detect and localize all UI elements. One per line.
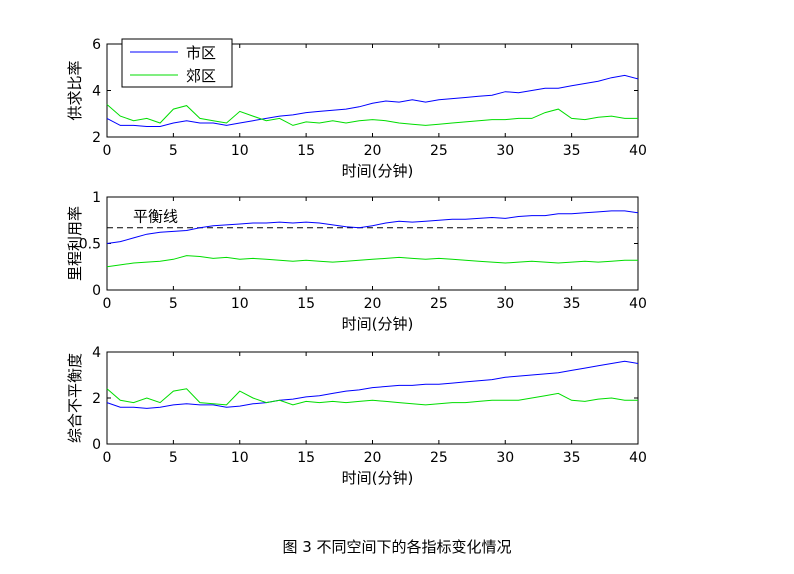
x-tick-label: 5 xyxy=(169,450,178,466)
legend-label-suburban: 郊区 xyxy=(186,67,216,85)
x-axis-label: 时间(分钟) xyxy=(342,469,414,487)
y-tick-label: 4 xyxy=(92,345,101,361)
x-tick-label: 25 xyxy=(430,296,448,312)
x-tick-label: 30 xyxy=(496,296,514,312)
x-tick-label: 5 xyxy=(169,143,178,159)
x-tick-label: 15 xyxy=(297,450,315,466)
y-tick-label: 6 xyxy=(92,37,101,53)
x-tick-label: 15 xyxy=(297,296,315,312)
x-tick-label: 35 xyxy=(563,296,581,312)
y-axis-label: 供求比率 xyxy=(66,60,84,120)
chart-panel-3: 0 5 10 15 20 25 30 35 40 0 2 4 时间(分钟) 综合不平衡度 xyxy=(66,345,647,487)
legend-label-urban: 市区 xyxy=(186,44,216,62)
x-tick-label: 20 xyxy=(364,143,382,159)
y-tick-label: 2 xyxy=(92,391,101,407)
y-tick-label: 0.5 xyxy=(79,237,101,253)
x-tick-label: 0 xyxy=(103,143,112,159)
legend-box xyxy=(121,38,233,88)
plot-frame xyxy=(106,196,639,291)
x-axis-label: 时间(分钟) xyxy=(342,162,414,180)
series-line-suburban xyxy=(106,104,638,126)
y-tick-label: 0 xyxy=(92,283,101,299)
x-tick-label: 0 xyxy=(103,450,112,466)
x-tick-label: 25 xyxy=(430,143,448,159)
y-tick-label: 0 xyxy=(92,437,101,453)
series-line-urban xyxy=(106,210,639,244)
balance-line-label: 平衡线 xyxy=(133,208,178,226)
x-tick-label: 5 xyxy=(169,296,178,312)
plot-frame xyxy=(106,351,639,445)
x-tick-label: 30 xyxy=(496,143,514,159)
series-line-suburban xyxy=(106,255,638,268)
series-line-urban xyxy=(106,74,639,127)
x-axis-label: 时间(分钟) xyxy=(342,315,414,333)
y-axis-label: 综合不平衡度 xyxy=(66,353,84,443)
x-tick-label: 40 xyxy=(629,143,647,159)
y-tick-label: 1 xyxy=(92,190,101,206)
x-tick-label: 25 xyxy=(430,450,448,466)
y-axis-label: 里程利用率 xyxy=(66,206,84,281)
x-tick-label: 0 xyxy=(103,296,112,312)
x-tick-label: 40 xyxy=(629,296,647,312)
x-tick-label: 20 xyxy=(364,296,382,312)
series-line-suburban xyxy=(106,388,638,406)
x-tick-label: 40 xyxy=(629,450,647,466)
x-tick-label: 10 xyxy=(231,296,249,312)
x-tick-label: 35 xyxy=(563,143,581,159)
series-line-urban xyxy=(106,360,639,409)
chart-panel-2: 0 5 10 15 20 25 30 35 40 0 0.5 1 时间(分钟) 里程利用率 平衡线 xyxy=(66,190,647,333)
x-tick-label: 10 xyxy=(231,143,249,159)
x-tick-label: 10 xyxy=(231,450,249,466)
x-tick-label: 20 xyxy=(364,450,382,466)
x-tick-label: 15 xyxy=(297,143,315,159)
x-tick-label: 30 xyxy=(496,450,514,466)
y-tick-label: 2 xyxy=(92,130,101,146)
y-tick-label: 4 xyxy=(92,84,101,100)
figure-caption: 图 3 不同空间下的各指标变化情况 xyxy=(282,538,512,556)
x-tick-label: 35 xyxy=(563,450,581,466)
